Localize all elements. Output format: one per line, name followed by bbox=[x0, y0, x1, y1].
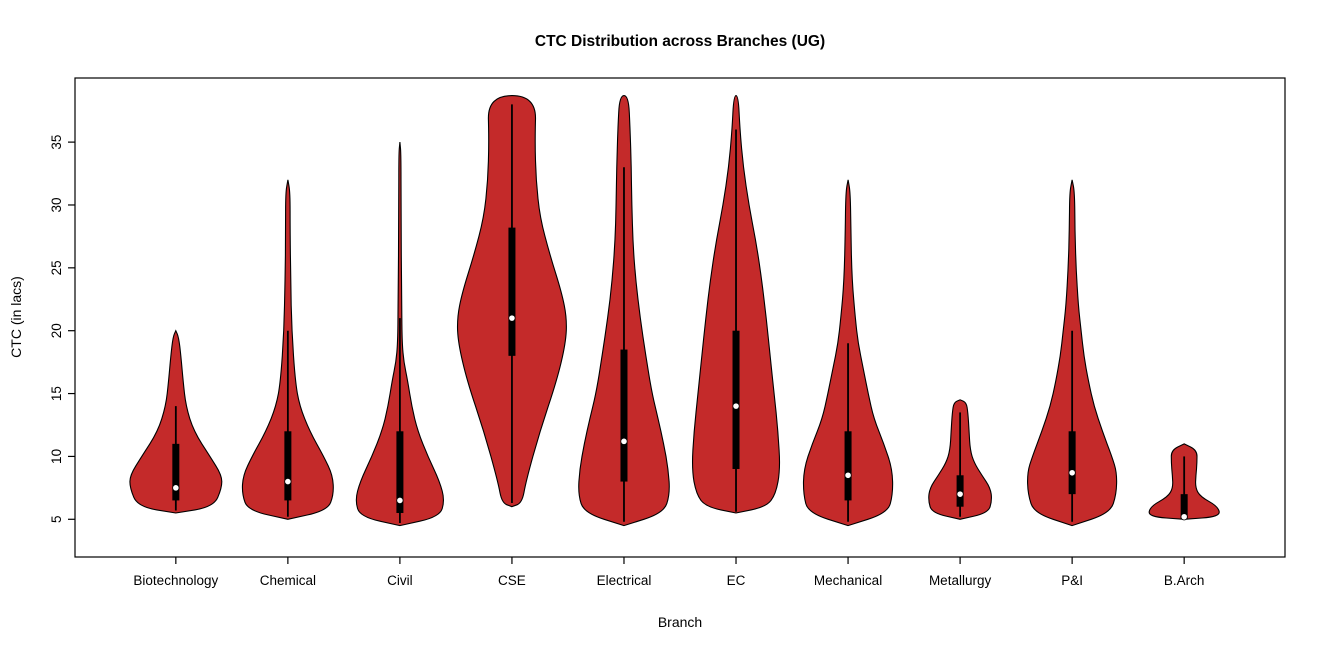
x-tick-label-p-i: P&I bbox=[1061, 573, 1083, 588]
y-tick-label: 35 bbox=[49, 135, 64, 150]
y-tick-label: 15 bbox=[49, 386, 64, 401]
chart-title: CTC Distribution across Branches (UG) bbox=[535, 33, 825, 50]
median-dot-p-i bbox=[1068, 469, 1076, 477]
median-dot-biotechnology bbox=[172, 484, 180, 492]
y-tick-label: 25 bbox=[49, 260, 64, 275]
box-civil bbox=[396, 431, 404, 513]
box-chemical bbox=[284, 431, 292, 501]
box-biotechnology bbox=[172, 443, 180, 501]
y-tick-label: 30 bbox=[49, 197, 64, 212]
median-dot-ec bbox=[732, 402, 740, 410]
plot-border bbox=[74, 77, 1286, 558]
median-dot-electrical bbox=[620, 437, 628, 445]
y-tick-label: 20 bbox=[49, 323, 64, 338]
y-tick-label: 10 bbox=[49, 449, 64, 464]
x-tick-label-electrical: Electrical bbox=[597, 573, 652, 588]
x-tick-label-civil: Civil bbox=[387, 573, 413, 588]
x-tick-label-metallurgy: Metallurgy bbox=[929, 573, 992, 588]
x-tick-label-mechanical: Mechanical bbox=[814, 573, 882, 588]
median-dot-metallurgy bbox=[956, 490, 964, 498]
box-cse bbox=[508, 227, 516, 356]
x-axis-label: Branch bbox=[658, 614, 702, 630]
box-p-i bbox=[1068, 431, 1076, 495]
x-tick-label-chemical: Chemical bbox=[260, 573, 316, 588]
box-electrical bbox=[620, 349, 628, 482]
x-tick-label-ec: EC bbox=[727, 573, 746, 588]
median-dot-mechanical bbox=[844, 471, 852, 479]
median-dot-chemical bbox=[284, 477, 292, 486]
y-tick-label: 5 bbox=[49, 516, 64, 524]
box-b-arch bbox=[1180, 494, 1188, 520]
median-dot-civil bbox=[396, 496, 404, 505]
box-ec bbox=[732, 330, 740, 469]
median-dot-b-arch bbox=[1180, 513, 1188, 521]
y-axis-label: CTC (in lacs) bbox=[8, 276, 24, 358]
plot-area: 5 10 15 20 25 30 35 Biotechnology Chemical Civil C… bbox=[49, 77, 1286, 588]
median-dot-cse bbox=[508, 314, 516, 322]
x-tick-label-cse: CSE bbox=[498, 573, 526, 588]
x-tick-label-biotechnology: Biotechnology bbox=[133, 573, 218, 588]
x-tick-label-b-arch: B.Arch bbox=[1164, 573, 1205, 588]
box-mechanical bbox=[844, 431, 852, 501]
